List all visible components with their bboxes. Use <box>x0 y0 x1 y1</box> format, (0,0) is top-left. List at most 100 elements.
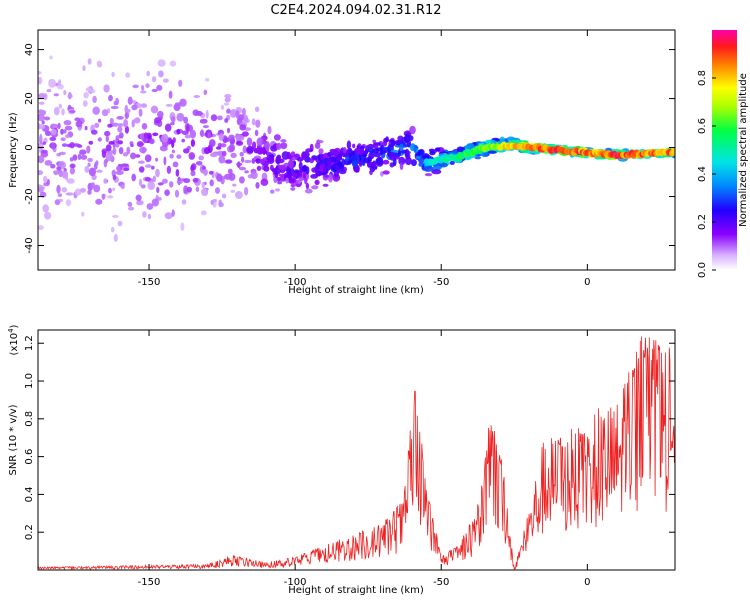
spectral-blob <box>83 92 89 99</box>
spectral-blob <box>228 134 235 141</box>
spectral-blob <box>122 152 129 157</box>
colorbar-tick-label: 0.0 <box>697 262 708 278</box>
spectral-blob <box>161 178 168 184</box>
colorbar-tick-label: 0.8 <box>697 70 708 86</box>
spectral-blob <box>105 135 110 143</box>
spectral-blob <box>41 120 45 125</box>
spectral-blob <box>205 109 209 119</box>
spectral-blob <box>43 116 51 121</box>
spectral-blob <box>58 79 62 87</box>
spectral-blob <box>390 139 396 147</box>
spectral-blob <box>90 89 96 94</box>
spectral-blob <box>115 170 124 176</box>
spectral-blob <box>163 156 167 166</box>
spectral-blob <box>376 156 384 166</box>
spectral-blob <box>49 55 53 60</box>
spectral-blob <box>239 124 247 131</box>
spectral-blob <box>352 143 356 149</box>
spectral-blob <box>230 189 236 193</box>
spectral-blob <box>314 179 320 185</box>
spectral-blob <box>186 124 190 133</box>
spectral-blob <box>395 140 402 144</box>
y-tick-label: 40 <box>24 43 35 56</box>
spectral-blob <box>52 124 59 129</box>
spectral-blob <box>176 154 182 159</box>
spectral-blob <box>276 142 282 150</box>
spectral-blob <box>144 154 152 163</box>
spectral-blob <box>195 161 203 166</box>
spectral-blob <box>164 212 173 220</box>
spectral-blob <box>113 101 118 106</box>
spectral-blob <box>150 105 159 114</box>
spectral-blob <box>263 141 270 150</box>
spectral-blob <box>429 151 436 156</box>
spectral-blob <box>42 141 46 145</box>
spectral-blob <box>176 112 185 122</box>
spectral-blob <box>164 189 170 196</box>
spectral-blob <box>44 160 53 166</box>
spectral-blob <box>244 170 249 174</box>
colorbar-axis: 0.0 0.2 0.4 0.6 0.8 <box>697 70 716 278</box>
colorbar-gradient <box>712 30 737 270</box>
spectral-blob <box>183 185 189 194</box>
spectral-blob <box>49 136 57 141</box>
spectral-blob <box>87 157 93 163</box>
spectral-blob <box>61 187 68 193</box>
spectral-blob <box>107 195 114 199</box>
spectral-blob <box>108 187 112 194</box>
x-tick-label: -100 <box>284 577 307 588</box>
y-tick-label: -40 <box>24 237 35 253</box>
spectral-blob <box>141 123 148 130</box>
spectral-blob <box>80 187 86 193</box>
spectral-blob <box>372 148 379 154</box>
spectral-blob <box>88 140 94 145</box>
spectral-blob <box>373 142 379 149</box>
x-tick-label: -50 <box>433 577 449 588</box>
spectral-blob <box>322 183 329 187</box>
spectral-blob <box>351 159 358 168</box>
spectral-blob <box>367 162 371 168</box>
spectral-blob <box>60 128 64 135</box>
spectral-blob <box>110 105 119 110</box>
spectral-blob <box>254 106 260 113</box>
spectral-blob <box>138 178 143 187</box>
spectral-blob <box>336 165 341 173</box>
spectral-blob <box>350 154 356 161</box>
spectral-blob <box>359 148 365 154</box>
spectral-blob <box>75 120 82 128</box>
spectral-blob <box>269 154 275 159</box>
spectral-blob <box>82 65 86 72</box>
spectral-blob <box>103 178 108 184</box>
spectral-blob <box>85 87 92 92</box>
spectral-blob <box>111 122 119 127</box>
spectral-blob <box>87 58 92 65</box>
spectral-blob <box>418 162 424 167</box>
spectral-blob <box>120 163 129 167</box>
spectral-blob <box>109 117 114 125</box>
spectral-blob <box>203 89 208 96</box>
spectral-blob <box>155 168 160 178</box>
spectral-blob <box>254 129 259 137</box>
spectral-blob <box>413 144 417 154</box>
spectral-blob <box>101 150 107 158</box>
spectral-blob <box>220 104 225 110</box>
spectral-blob <box>118 132 124 139</box>
spectral-blob <box>97 137 103 142</box>
spectral-blob <box>88 167 97 177</box>
spectral-blob <box>156 84 163 91</box>
spectral-blob <box>151 165 155 170</box>
spectral-blob <box>79 149 87 155</box>
spectral-blob <box>278 164 286 171</box>
spectral-blob <box>382 170 390 175</box>
spectral-blob <box>183 116 189 124</box>
spectral-blob <box>358 160 363 167</box>
spectral-blob <box>263 165 270 172</box>
spectral-blob <box>311 185 319 190</box>
snr-scale-label: (x104) <box>7 324 20 355</box>
spectral-blob <box>399 143 404 151</box>
spectral-blob <box>117 126 123 133</box>
spectrogram-frame <box>37 29 676 271</box>
spectral-blob <box>235 191 243 199</box>
spectral-blob <box>408 135 414 142</box>
spectral-blob <box>158 70 164 78</box>
